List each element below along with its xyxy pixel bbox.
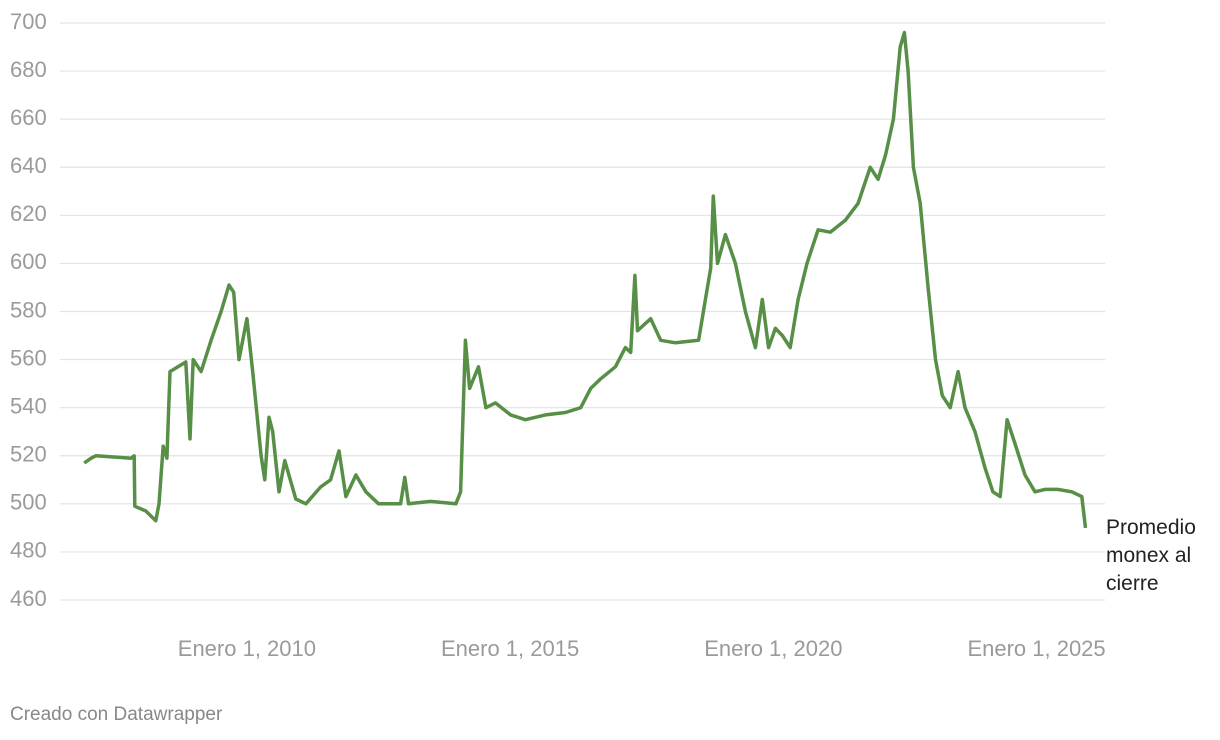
y-tick-label: 560 <box>10 345 47 370</box>
x-tick-label: Enero 1, 2025 <box>967 636 1105 661</box>
series-label: Promedio monex al cierre <box>1106 516 1196 595</box>
y-tick-label: 700 <box>10 9 47 34</box>
y-tick-label: 580 <box>10 297 47 322</box>
y-tick-label: 620 <box>10 201 47 226</box>
y-tick-label: 640 <box>10 153 47 178</box>
y-tick-label: 500 <box>10 490 47 515</box>
x-tick-label: Enero 1, 2020 <box>704 636 842 661</box>
y-tick-label: 540 <box>10 393 47 418</box>
y-tick-label: 660 <box>10 105 47 130</box>
y-tick-label: 600 <box>10 249 47 274</box>
y-tick-label: 480 <box>10 538 47 563</box>
x-tick-label: Enero 1, 2010 <box>178 636 316 661</box>
y-tick-label: 520 <box>10 442 47 467</box>
x-tick-label: Enero 1, 2015 <box>441 636 579 661</box>
footer: Creado con Datawrapper <box>10 704 223 725</box>
data-line <box>83 30 1088 529</box>
y-tick-label: 460 <box>10 586 47 611</box>
y-tick-label: 680 <box>10 57 47 82</box>
